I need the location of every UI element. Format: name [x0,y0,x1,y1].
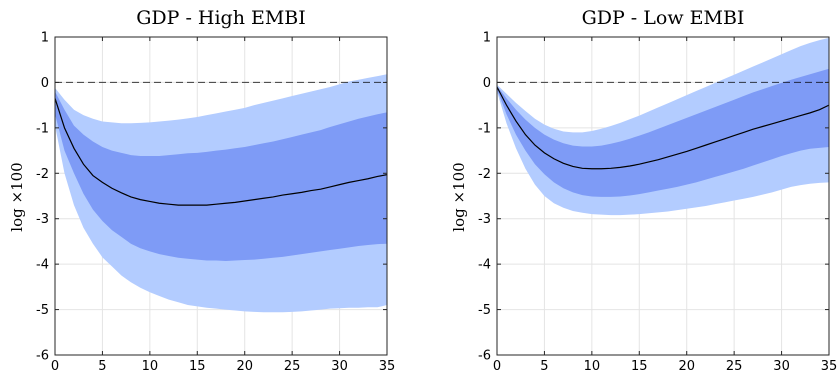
y-tick-label: 0 [41,76,49,91]
x-tick-label: 15 [631,359,648,374]
x-tick-label: 20 [236,359,253,374]
x-tick-label: 10 [142,359,159,374]
y-tick-label: -1 [478,121,491,136]
x-tick-label: 35 [379,359,396,374]
x-tick-label: 15 [189,359,206,374]
x-tick-label: 0 [51,359,59,374]
y-tick-label: 0 [483,76,491,91]
y-tick-label: -6 [36,349,49,364]
y-tick-label: 1 [483,31,491,46]
inner-confidence-band [55,91,387,261]
y-tick-label: -5 [36,303,49,318]
y-tick-label: -4 [36,258,49,273]
x-tick-label: 10 [584,359,601,374]
x-tick-label: 20 [678,359,695,374]
x-tick-label: 5 [98,359,106,374]
median-response-line [54,98,388,206]
x-tick-label: 5 [540,359,548,374]
y-tick-label: -5 [478,303,491,318]
axes-box [54,36,388,356]
y-tick-label: -4 [478,258,491,273]
axes-box [496,36,830,356]
y-tick-label: -3 [36,212,49,227]
x-tick-label: 30 [331,359,348,374]
x-tick-label: 25 [726,359,743,374]
inner-confidence-band [497,68,829,197]
y-tick-label: -6 [478,349,491,364]
y-axis-label: log ×100 [8,162,26,231]
panel-title: GDP - Low EMBI [582,7,745,29]
median-response-line [496,86,830,170]
x-tick-label: 30 [773,359,790,374]
y-tick-label: 1 [41,31,49,46]
x-tick-label: 0 [493,359,501,374]
panel-low-embi: 0 5 10 15 20 25 30 35 -6 -5 -4 -3 -2 -1 0 1 GDP - Low EM… [450,7,837,374]
y-tick-label: -1 [36,121,49,136]
panel-high-embi: 0 5 10 15 20 25 30 35 -6 -5 -4 -3 -2 -1 0 1 GDP - High E… [8,7,395,374]
x-tick-label: 25 [284,359,301,374]
y-tick-label: -2 [478,167,491,182]
y-tick-label: -2 [36,167,49,182]
x-tick-label: 35 [821,359,837,374]
y-axis-label: log ×100 [450,162,468,231]
y-tick-label: -3 [478,212,491,227]
panel-title: GDP - High EMBI [136,7,306,29]
